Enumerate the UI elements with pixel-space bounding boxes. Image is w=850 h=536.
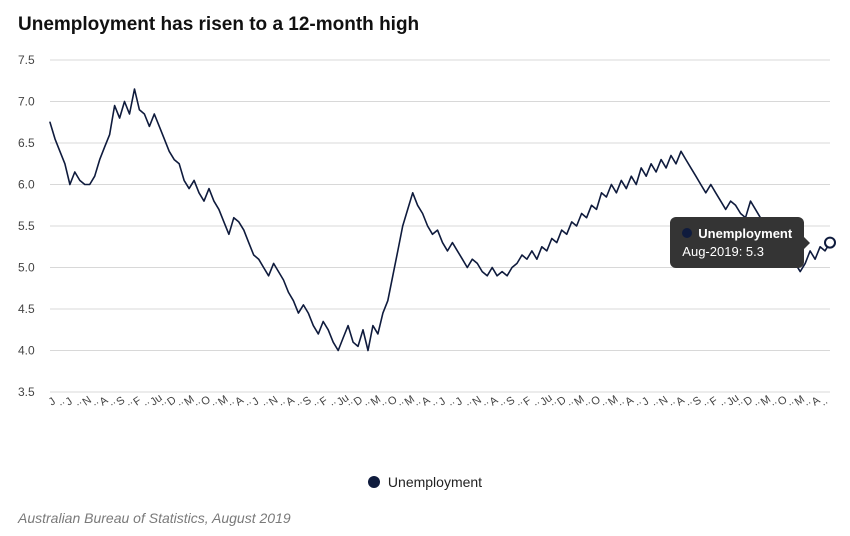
tooltip: Unemployment Aug-2019: 5.3 [670, 217, 804, 268]
svg-text:7.5: 7.5 [18, 54, 35, 67]
tooltip-value: 5.3 [746, 244, 764, 259]
svg-text:7.0: 7.0 [18, 95, 35, 109]
tooltip-series-dot [682, 228, 692, 238]
svg-text:..: .. [818, 395, 830, 408]
chart-title: Unemployment has risen to a 12-month hig… [18, 14, 832, 36]
svg-text:5.5: 5.5 [18, 219, 35, 233]
svg-text:6.5: 6.5 [18, 136, 35, 150]
legend-dot [368, 476, 380, 488]
svg-text:6.0: 6.0 [18, 178, 35, 192]
tooltip-series-name: Unemployment [698, 226, 792, 241]
svg-text:3.5: 3.5 [18, 385, 35, 399]
chart-area: 3.54.04.55.05.56.06.57.07.5J..J..N..A..S… [18, 54, 838, 424]
tooltip-arrow [804, 237, 810, 249]
legend-label: Unemployment [388, 474, 482, 490]
svg-text:5.0: 5.0 [18, 261, 35, 275]
source-caption: Australian Bureau of Statistics, August … [18, 510, 291, 526]
tooltip-date: Aug-2019 [682, 244, 738, 259]
svg-text:4.5: 4.5 [18, 302, 35, 316]
legend: Unemployment [0, 474, 850, 490]
svg-text:4.0: 4.0 [18, 344, 35, 358]
